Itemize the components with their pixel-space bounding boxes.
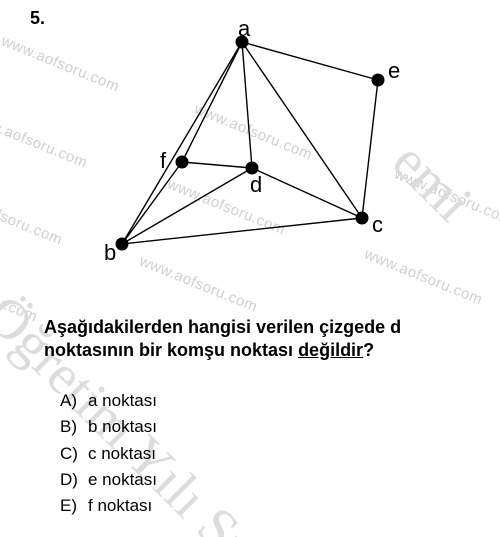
graph-edge — [242, 42, 378, 80]
choice-row[interactable]: A)a noktası — [60, 388, 157, 414]
graph-label-c: c — [372, 212, 383, 237]
choice-letter: C) — [60, 441, 88, 467]
choice-row[interactable]: E)f noktası — [60, 493, 157, 519]
graph-edge — [122, 218, 362, 244]
graph-node-e — [372, 74, 385, 87]
choice-text: f noktası — [88, 496, 152, 515]
question-number: 5. — [30, 8, 45, 29]
choice-row[interactable]: B)b noktası — [60, 414, 157, 440]
graph-edge — [182, 42, 242, 162]
choice-row[interactable]: D)e noktası — [60, 467, 157, 493]
graph-node-f — [176, 156, 189, 169]
watermark: www.aofsoru.com — [0, 109, 90, 172]
graph-edge — [242, 42, 252, 168]
graph-edge — [362, 80, 378, 218]
choice-text: a noktası — [88, 391, 157, 410]
answer-choices: A)a noktasıB)b noktasıC)c noktasıD)e nok… — [60, 388, 157, 520]
graph-node-c — [356, 212, 369, 225]
question-text: Aşağıdakilerden hangisi verilen çizgede … — [44, 316, 460, 362]
graph-edge — [122, 42, 242, 244]
graph-edge — [182, 162, 252, 168]
choice-letter: E) — [60, 493, 88, 519]
watermark: www.aofsoru.com — [0, 263, 40, 326]
graph-label-e: e — [388, 58, 400, 83]
graph-node-b — [116, 238, 129, 251]
graph-label-d: d — [250, 172, 262, 197]
graph-label-b: b — [104, 240, 116, 265]
question-line1: Aşağıdakilerden hangisi verilen çizgede … — [44, 317, 401, 337]
graph-label-f: f — [160, 148, 167, 173]
choice-text: b noktası — [88, 417, 157, 436]
page-container: www.aofsoru.com www.aofsoru.com www.aofs… — [0, 0, 500, 537]
question-line2a: noktasının bir komşu noktası — [44, 340, 298, 360]
question-line2-underlined: değildir — [298, 340, 363, 360]
graph-edge — [122, 162, 182, 244]
choice-letter: D) — [60, 467, 88, 493]
graph-label-a: a — [238, 20, 251, 41]
question-line2b: ? — [363, 340, 374, 360]
watermark: www.aofsoru.com — [0, 186, 65, 249]
choice-letter: A) — [60, 388, 88, 414]
choice-text: c noktası — [88, 444, 156, 463]
graph-diagram: a e f d c b — [100, 20, 420, 270]
choice-letter: B) — [60, 414, 88, 440]
choice-row[interactable]: C)c noktası — [60, 441, 157, 467]
choice-text: e noktası — [88, 470, 157, 489]
